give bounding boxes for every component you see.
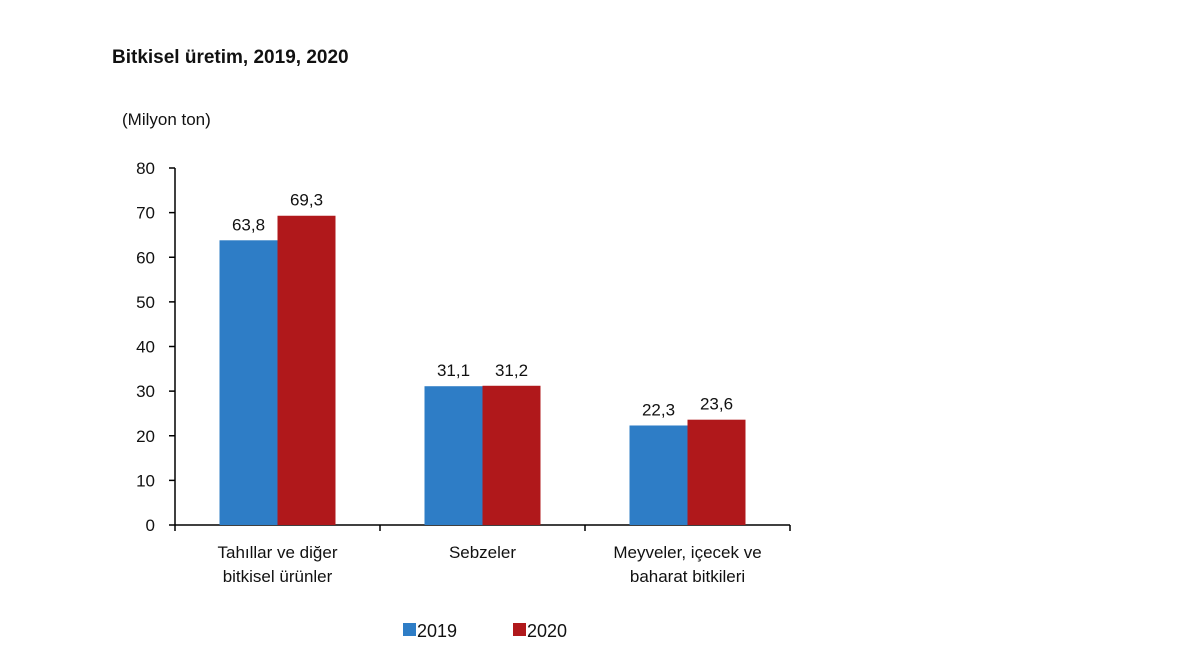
legend-label: 2020	[527, 621, 567, 641]
bar-2019	[629, 425, 688, 525]
legend-swatch-2020	[513, 623, 526, 636]
y-tick-label: 20	[136, 427, 155, 446]
data-label: 31,2	[495, 361, 528, 380]
legend-label: 2019	[417, 621, 457, 641]
y-tick-label: 30	[136, 382, 155, 401]
chart-title: Bitkisel üretim, 2019, 2020	[112, 47, 349, 68]
bar-2019	[219, 240, 278, 526]
bar-2020	[687, 419, 746, 525]
legend-swatch-2019	[403, 623, 416, 636]
x-tick-label: Meyveler, içecek ve	[613, 543, 761, 562]
data-label: 69,3	[290, 191, 323, 210]
data-label: 23,6	[700, 395, 733, 414]
bar-2019	[424, 386, 483, 525]
y-axis-label: (Milyon ton)	[122, 110, 211, 129]
bar-2020	[277, 215, 336, 525]
data-label: 22,3	[642, 400, 675, 419]
data-label: 31,1	[437, 361, 470, 380]
y-tick-label: 0	[146, 516, 155, 535]
y-tick-label: 40	[136, 338, 155, 357]
x-tick-label: Sebzeler	[449, 543, 516, 562]
bar-2020	[482, 385, 541, 525]
y-tick-label: 60	[136, 248, 155, 267]
y-tick-label: 10	[136, 471, 155, 490]
x-tick-label: baharat bitkileri	[630, 567, 745, 586]
y-tick-label: 70	[136, 204, 155, 223]
x-tick-label: bitkisel ürünler	[223, 567, 333, 586]
y-tick-label: 50	[136, 293, 155, 312]
y-tick-label: 80	[136, 159, 155, 178]
x-tick-label: Tahıllar ve diğer	[217, 543, 337, 562]
data-label: 63,8	[232, 215, 265, 234]
